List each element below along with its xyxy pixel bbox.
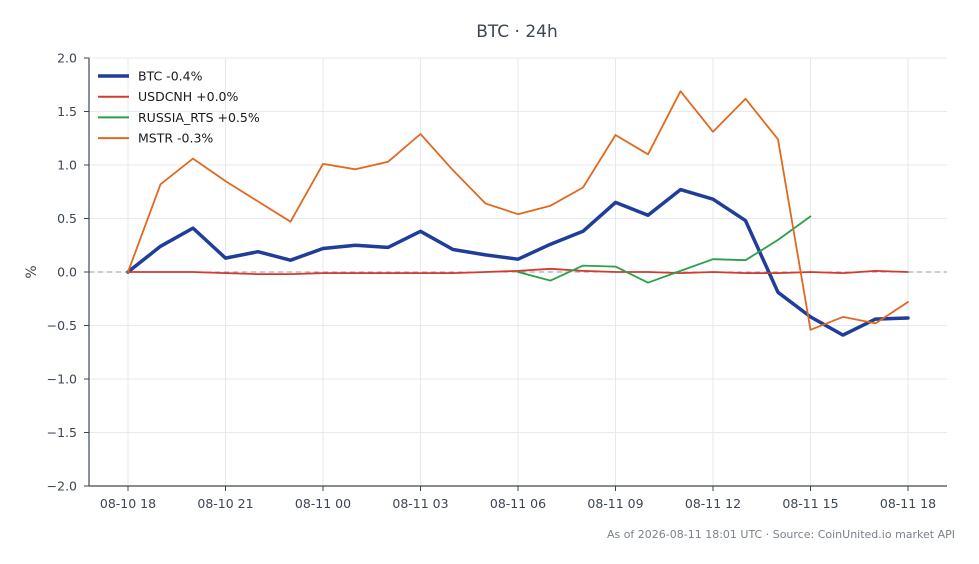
y-tick-label: −0.5 [47, 318, 77, 333]
y-tick-label: 1.0 [57, 158, 77, 173]
series-lines [126, 90, 910, 337]
legend: BTC -0.4% USDCNH +0.0% RUSSIA_RTS +0.5% MST… [98, 69, 260, 146]
y-tick-label: −1.5 [47, 425, 77, 440]
series-line-btc [126, 187, 910, 337]
legend-label-russia-rts: RUSSIA_RTS +0.5% [138, 110, 260, 125]
x-tick-label: 08-11 18 [880, 496, 936, 511]
legend-label-btc: BTC -0.4% [138, 69, 203, 84]
source-footer: As of 2026-08-11 18:01 UTC · Source: Coi… [607, 528, 955, 541]
x-tick-label: 08-10 21 [197, 496, 253, 511]
y-tick-label: −2.0 [47, 479, 77, 494]
y-tick-label: −1.0 [47, 372, 77, 387]
axes: 2.0 1.5 1.0 0.5 0.0 −0.5 −1.0 −1.5 −2.0 08-10 18 0… [47, 51, 947, 511]
y-tick-label: 1.5 [57, 104, 77, 119]
x-tick-label: 08-11 03 [392, 496, 448, 511]
series-line-usdcnh [127, 267, 909, 276]
x-tick-label: 08-11 00 [295, 496, 351, 511]
x-tick-label: 08-11 15 [782, 496, 838, 511]
y-tick-label: 0.5 [57, 211, 77, 226]
y-axis-label: % [24, 265, 40, 278]
series-line-mstr [127, 90, 909, 331]
series-line-russia-rts [517, 215, 812, 284]
x-tick-label: 08-11 09 [587, 496, 643, 511]
y-tick-label: 0.0 [57, 265, 77, 280]
legend-label-usdcnh: USDCNH +0.0% [138, 89, 239, 104]
y-tick-label: 2.0 [57, 51, 77, 66]
x-tick-label: 08-10 18 [100, 496, 156, 511]
chart-title: BTC · 24h [476, 22, 558, 42]
x-tick-label: 08-11 12 [685, 496, 741, 511]
legend-label-mstr: MSTR -0.3% [138, 131, 213, 146]
x-tick-label: 08-11 06 [490, 496, 546, 511]
